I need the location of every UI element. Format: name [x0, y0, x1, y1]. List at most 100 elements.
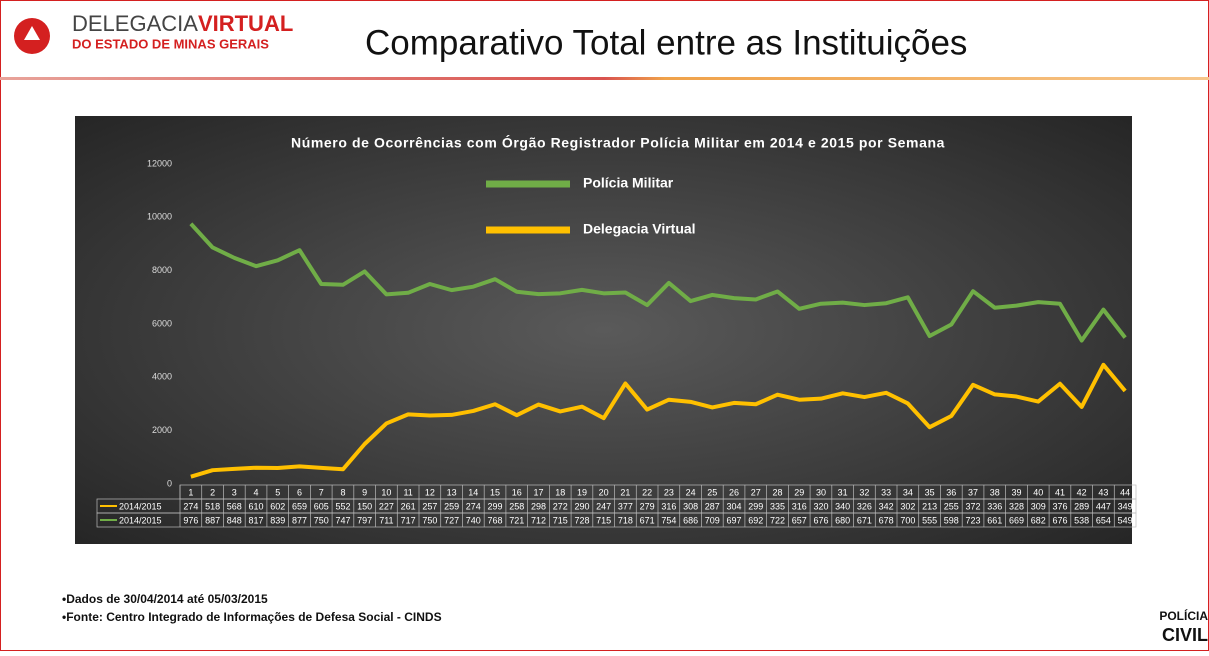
- table-row-label: 2014/2015: [119, 501, 162, 511]
- table-value: 715: [596, 515, 611, 525]
- table-value: 797: [357, 515, 372, 525]
- table-value: 549: [1118, 515, 1133, 525]
- x-tick-label: 8: [340, 487, 345, 497]
- table-value: 287: [705, 501, 720, 511]
- x-tick-label: 39: [1011, 487, 1021, 497]
- table-value: 722: [770, 515, 785, 525]
- table-value: 602: [270, 501, 285, 511]
- table-value: 747: [335, 515, 350, 525]
- x-tick-label: 11: [403, 487, 412, 497]
- x-tick-label: 6: [297, 487, 302, 497]
- x-tick-label: 24: [686, 487, 696, 497]
- table-value: 150: [357, 501, 372, 511]
- table-value: 676: [813, 515, 828, 525]
- x-tick-label: 27: [751, 487, 761, 497]
- x-tick-label: 20: [599, 487, 609, 497]
- logo: DELEGACIAVIRTUAL DO ESTADO DE MINAS GERA…: [14, 11, 293, 54]
- x-tick-label: 5: [275, 487, 280, 497]
- chart-area: [75, 116, 1132, 544]
- table-value: 610: [249, 501, 264, 511]
- y-tick-label: 8000: [152, 265, 172, 275]
- x-tick-label: 15: [490, 487, 500, 497]
- header-rule: [0, 77, 1209, 80]
- table-value: 727: [444, 515, 459, 525]
- table-value: 372: [966, 501, 981, 511]
- table-value: 538: [1074, 515, 1089, 525]
- table-value: 750: [422, 515, 437, 525]
- table-value: 227: [379, 501, 394, 511]
- table-value: 320: [813, 501, 828, 511]
- table-value: 671: [857, 515, 872, 525]
- y-tick-label: 0: [167, 478, 172, 488]
- table-value: 817: [249, 515, 264, 525]
- x-tick-label: 33: [881, 487, 891, 497]
- table-value: 261: [401, 501, 416, 511]
- table-value: 676: [1052, 515, 1067, 525]
- table-value: 289: [1074, 501, 1089, 511]
- table-value: 555: [922, 515, 937, 525]
- table-value: 376: [1052, 501, 1067, 511]
- table-value: 839: [270, 515, 285, 525]
- table-value: 682: [1031, 515, 1046, 525]
- x-tick-label: 25: [707, 487, 717, 497]
- series-line: [189, 222, 1127, 343]
- table-value: 342: [879, 501, 894, 511]
- x-tick-label: 38: [990, 487, 1000, 497]
- table-value: 887: [205, 515, 220, 525]
- table-value: 700: [900, 515, 915, 525]
- table-value: 877: [292, 515, 307, 525]
- table-value: 686: [683, 515, 698, 525]
- y-tick-label: 12000: [147, 158, 172, 168]
- x-tick-label: 3: [232, 487, 237, 497]
- table-value: 657: [792, 515, 807, 525]
- x-tick-label: 4: [254, 487, 259, 497]
- x-tick-label: 22: [642, 487, 652, 497]
- table-value: 304: [727, 501, 742, 511]
- y-tick-label: 10000: [147, 212, 172, 222]
- table-value: 659: [292, 501, 307, 511]
- table-value: 279: [640, 501, 655, 511]
- table-value: 258: [509, 501, 524, 511]
- x-tick-label: 40: [1033, 487, 1043, 497]
- x-tick-label: 23: [664, 487, 674, 497]
- x-tick-label: 17: [533, 487, 543, 497]
- x-tick-label: 36: [946, 487, 956, 497]
- table-value: 678: [879, 515, 894, 525]
- table-value: 316: [792, 501, 807, 511]
- table-value: 654: [1096, 515, 1111, 525]
- table-value: 326: [857, 501, 872, 511]
- x-tick-label: 9: [362, 487, 367, 497]
- note: •Dados de 30/04/2014 até 05/03/2015: [62, 592, 268, 606]
- x-tick-label: 16: [512, 487, 522, 497]
- x-tick-label: 42: [1077, 487, 1087, 497]
- x-tick-label: 12: [425, 487, 435, 497]
- chart: 0 2000 4000 6000 8000 10000 12000 Polícia Milit…: [96, 158, 1137, 528]
- x-tick-label: 1: [188, 487, 193, 497]
- table-row-label: 2014/2015: [119, 515, 162, 525]
- x-tick-label: 44: [1120, 487, 1130, 497]
- table-value: 255: [944, 501, 959, 511]
- x-tick-label: 19: [577, 487, 587, 497]
- table-value: 302: [900, 501, 915, 511]
- logo-icon-mark: [24, 26, 40, 40]
- table-value: 518: [205, 501, 220, 511]
- x-tick-label: 37: [968, 487, 978, 497]
- table-value: 340: [835, 501, 850, 511]
- x-tick-label: 18: [555, 487, 565, 497]
- x-tick-label: 31: [838, 487, 848, 497]
- table-value: 377: [618, 501, 633, 511]
- table-value: 740: [466, 515, 481, 525]
- x-tick-label: 43: [1098, 487, 1108, 497]
- table-value: 552: [335, 501, 350, 511]
- x-tick-label: 10: [381, 487, 391, 497]
- table-value: 298: [531, 501, 546, 511]
- x-tick-label: 41: [1055, 487, 1065, 497]
- x-tick-label: 26: [729, 487, 739, 497]
- table-value: 717: [401, 515, 416, 525]
- x-tick-label: 30: [816, 487, 826, 497]
- x-tick-label: 13: [447, 487, 457, 497]
- table-value: 308: [683, 501, 698, 511]
- x-tick-label: 7: [319, 487, 324, 497]
- table-value: 848: [227, 515, 242, 525]
- slide-title: Comparativo Total entre as Instituições: [365, 23, 967, 62]
